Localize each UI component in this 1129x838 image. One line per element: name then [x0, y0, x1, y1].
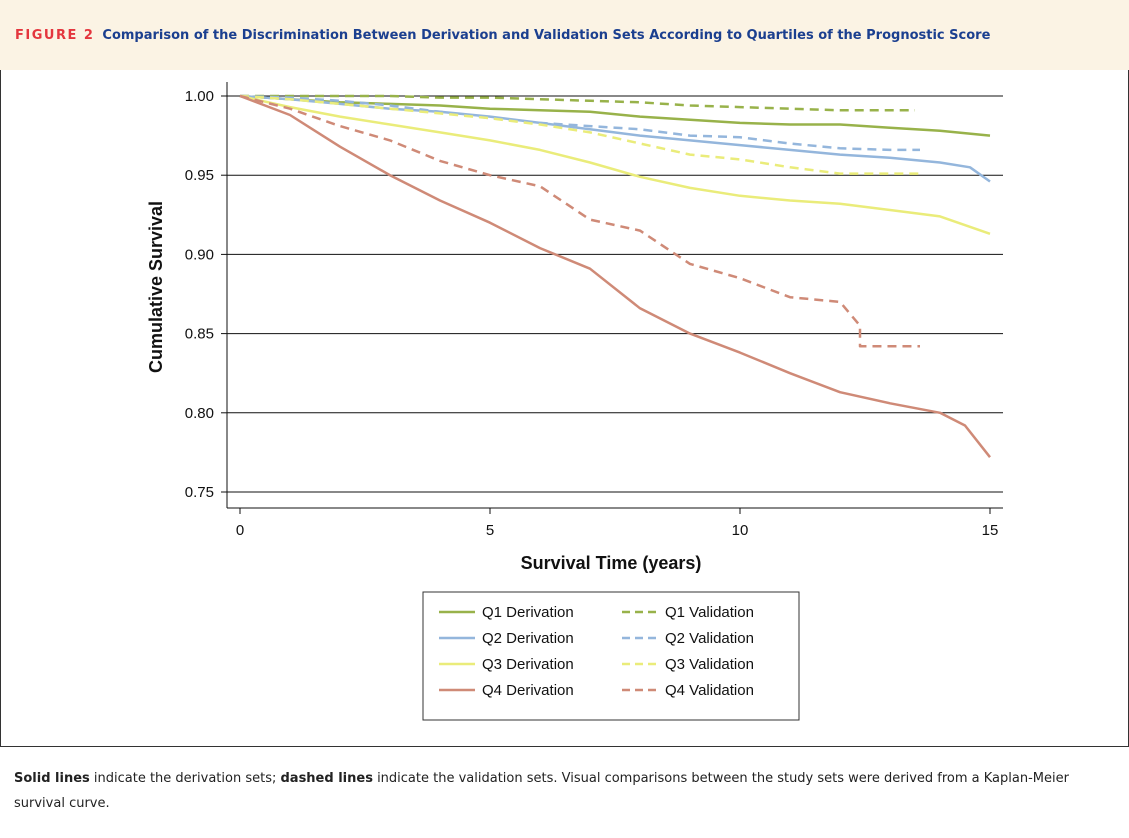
legend-label: Q4 Validation [665, 682, 754, 699]
series-line-q1-validation [240, 94, 915, 112]
legend-label: Q2 Validation [665, 630, 754, 647]
legend-label: Q2 Derivation [482, 630, 574, 647]
series-line-q3-validation [239, 94, 920, 175]
x-tick-label: 15 [982, 522, 999, 539]
survival-chart: 0.75 0.80 0.85 0.90 0.95 1.00 0 5 10 15 Survival… [146, 82, 1003, 721]
x-tick-label: 5 [486, 522, 494, 539]
x-ticks: 0 5 10 15 [236, 508, 999, 539]
figure-title: FIGURE 2 Comparison of the Discrimination… [15, 28, 990, 43]
y-tick-label: 1.00 [185, 88, 214, 105]
caption-dashed-bold: dashed lines [280, 771, 373, 786]
series-line-q2-derivation [239, 94, 991, 183]
grid-lines [227, 95, 1003, 493]
legend-label: Q4 Derivation [482, 682, 574, 699]
legend-box [422, 591, 800, 721]
figure-label: FIGURE 2 [15, 28, 95, 43]
legend-label: Q3 Validation [665, 656, 754, 673]
legend-label: Q3 Derivation [482, 656, 574, 673]
y-tick-label: 0.80 [185, 405, 214, 422]
x-tick-label: 10 [732, 522, 749, 539]
legend: Q1 Derivation Q1 Validation Q2 Derivation Q… [439, 604, 754, 699]
series-line-q4-validation [239, 94, 920, 348]
figure-header: FIGURE 2 Comparison of the Discrimination… [0, 0, 1129, 70]
x-axis-title: Survival Time (years) [521, 553, 702, 573]
series-line-q4-derivation [239, 94, 991, 458]
y-tick-label: 0.90 [185, 246, 214, 263]
caption-solid-text: indicate the derivation sets; [89, 771, 281, 786]
series-line-q2-validation [239, 94, 920, 152]
y-tick-label: 0.95 [185, 167, 214, 184]
figure-caption: Solid lines indicate the derivation sets… [14, 766, 1114, 816]
figure-title-text: Comparison of the Discrimination Between… [102, 28, 991, 43]
y-tick-label: 0.75 [185, 484, 214, 501]
caption-solid-bold: Solid lines [14, 771, 90, 786]
legend-label: Q1 Derivation [482, 604, 574, 621]
legend-label: Q1 Validation [665, 604, 754, 621]
y-tick-label: 0.85 [185, 326, 214, 343]
y-axis-title: Cumulative Survival [146, 201, 166, 373]
series-lines [239, 94, 991, 458]
x-tick-label: 0 [236, 522, 244, 539]
series-line-q3-derivation [239, 94, 991, 235]
caption-dashed-text: indicate the validation sets. Visual com… [14, 771, 1069, 811]
y-ticks: 0.75 0.80 0.85 0.90 0.95 1.00 [185, 88, 227, 501]
